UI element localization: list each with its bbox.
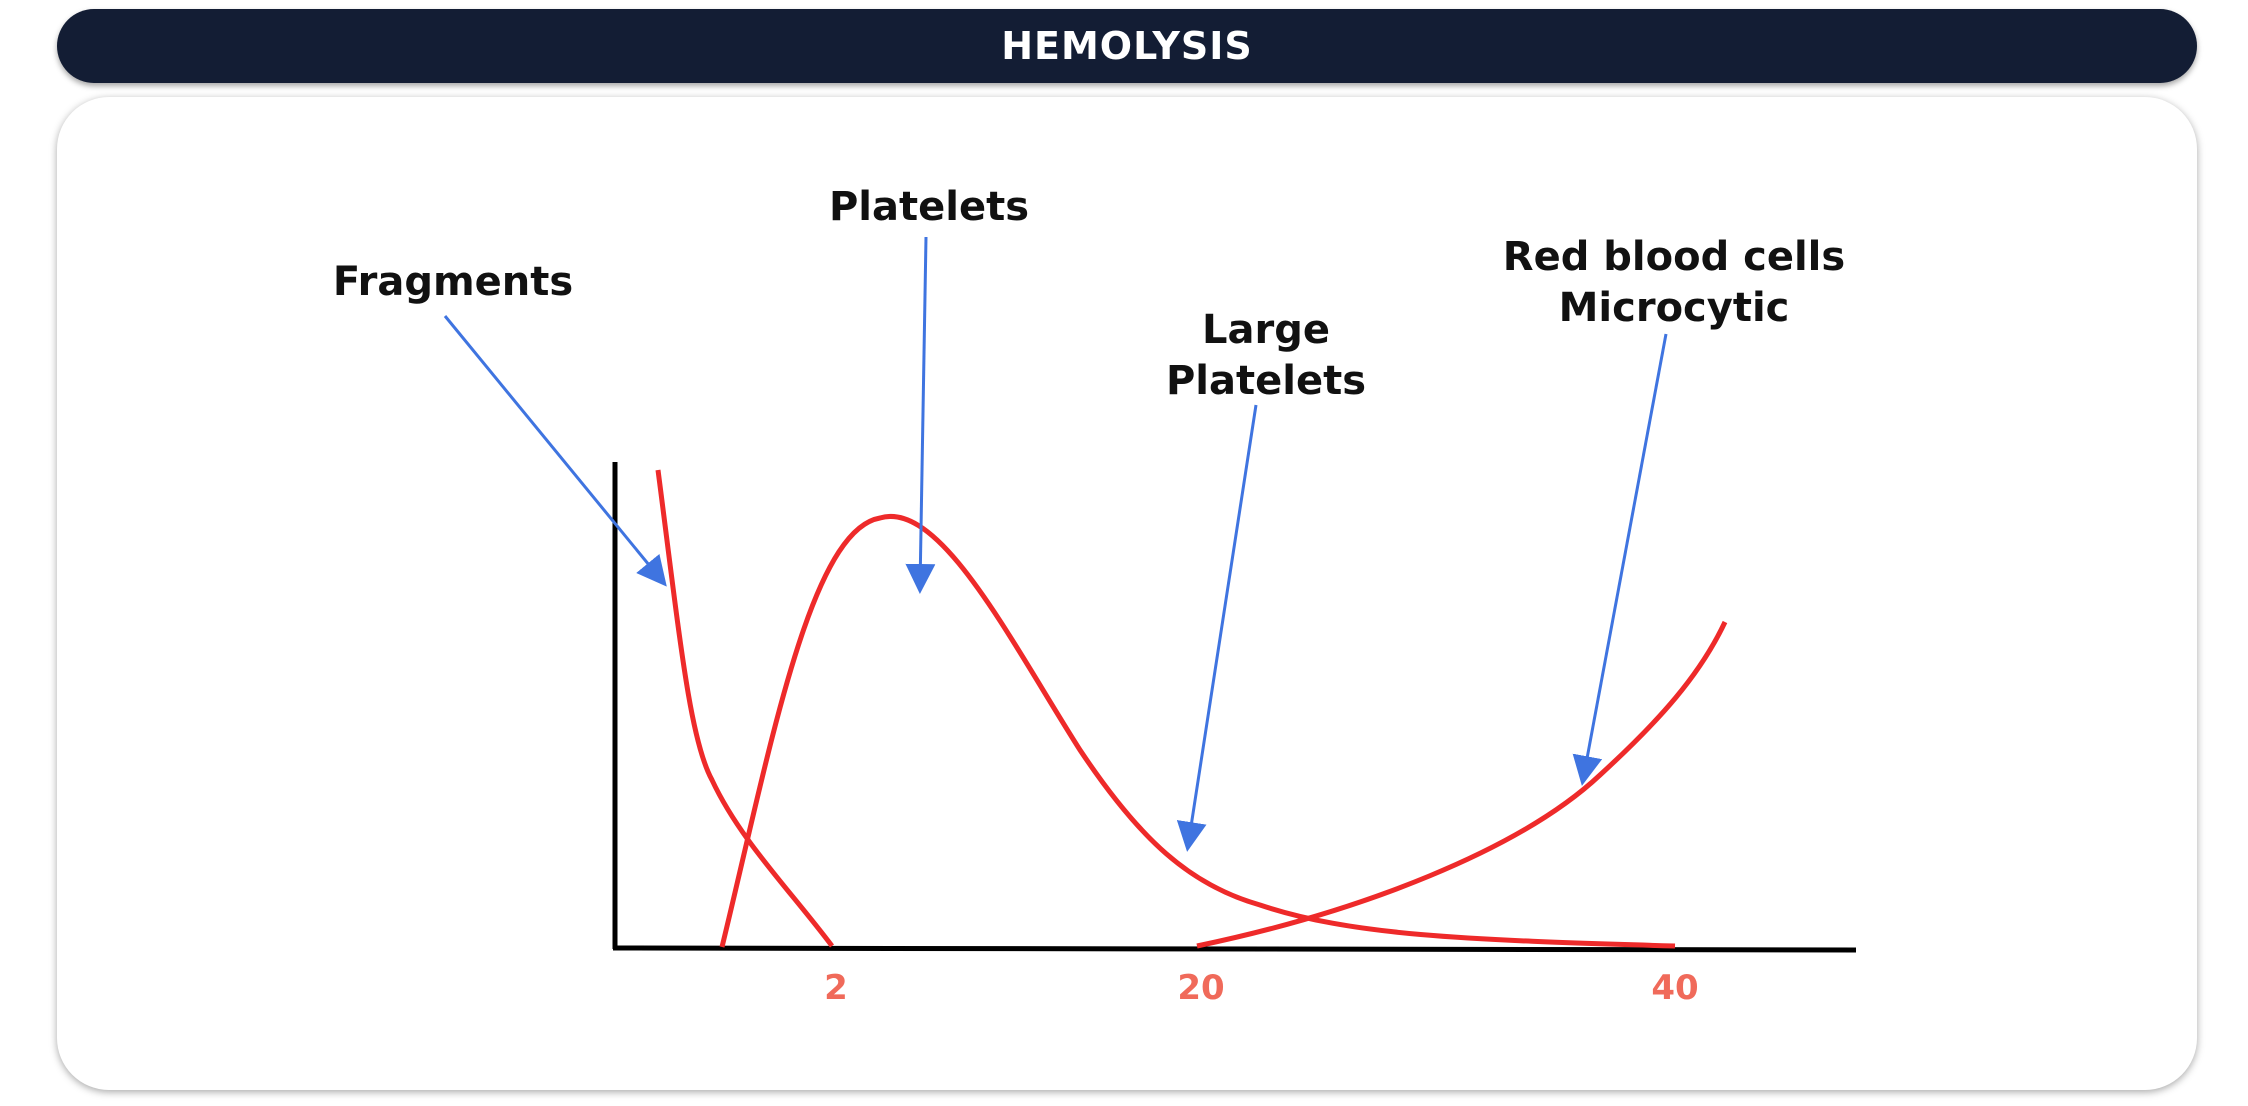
page-title: HEMOLYSIS <box>1001 24 1253 68</box>
large-platelets-label-line2: Platelets <box>1166 358 1366 404</box>
tick-label-40: 40 <box>1651 968 1698 1008</box>
red-blood-cells-label-line1: Red blood cells <box>1503 234 1845 280</box>
large-platelets-label-line1: Large <box>1202 307 1330 353</box>
title-bar: HEMOLYSIS <box>57 9 2197 83</box>
diagram-panel <box>57 97 2197 1090</box>
x-axis <box>612 945 1857 953</box>
tick-label-20: 20 <box>1177 968 1224 1008</box>
platelets-curve <box>719 513 1676 949</box>
large-platelets-arrow <box>1176 404 1258 852</box>
fragments-curve <box>655 469 834 948</box>
fragments-label: Fragments <box>333 259 573 305</box>
red-blood-cells-curve <box>1196 620 1728 949</box>
red-blood-cells-label-line2: Microcytic <box>1559 285 1790 331</box>
red-blood-cells-arrow <box>1572 333 1668 786</box>
fragments-arrow <box>443 315 667 587</box>
tick-label-2: 2 <box>824 968 848 1008</box>
platelets-arrow <box>905 236 936 594</box>
platelets-label: Platelets <box>829 184 1029 230</box>
